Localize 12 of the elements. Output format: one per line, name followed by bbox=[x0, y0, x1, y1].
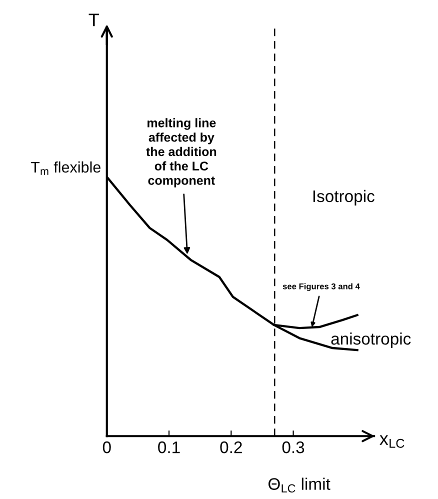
x-tick-label: 0 bbox=[102, 441, 111, 454]
annotation: T$_{m}$ flexible bbox=[30, 161, 100, 175]
annotation: melting line affected by the addition of the LC component bbox=[146, 118, 216, 188]
text: T bbox=[88, 14, 100, 26]
annotation: anisotropic bbox=[331, 332, 411, 348]
ref-line-label: Θ$_{LC}$ limit bbox=[268, 478, 330, 493]
x-axis-title: x$_{LC}$ bbox=[380, 435, 404, 448]
x-tick-label: 0.3 bbox=[282, 441, 304, 454]
x-tick-label: 0.2 bbox=[220, 441, 242, 454]
x-tick-label: 0.1 bbox=[158, 441, 180, 454]
annotation: see Figures 3 and 4 bbox=[282, 283, 360, 291]
annotation: Isotropic bbox=[313, 190, 374, 206]
